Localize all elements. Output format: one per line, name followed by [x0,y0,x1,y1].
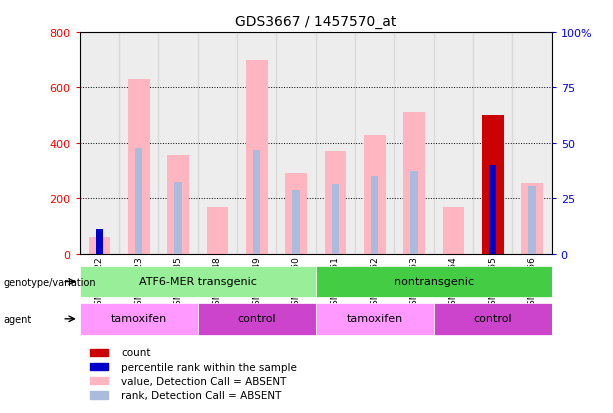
Text: control: control [237,313,276,323]
Bar [285,174,307,254]
Bar [175,182,181,254]
Bar [521,183,543,254]
Bar [482,116,503,254]
Text: agent: agent [3,314,31,324]
Title: GDS3667 / 1457570_at: GDS3667 / 1457570_at [235,15,397,29]
Text: rank, Detection Call = ABSENT: rank, Detection Call = ABSENT [121,390,282,400]
Bar [207,207,228,254]
Bar [88,237,110,254]
Bar [90,391,109,399]
Bar [158,33,198,254]
Text: percentile rank within the sample: percentile rank within the sample [121,362,297,372]
Bar [512,33,552,254]
Bar [316,266,552,298]
Bar [316,33,355,254]
Bar [528,186,536,254]
Bar [237,33,276,254]
Bar [489,166,497,254]
Text: ATF6-MER transgenic: ATF6-MER transgenic [139,276,257,286]
Bar [90,349,109,356]
Text: genotype/variation: genotype/variation [3,277,96,287]
Bar [276,33,316,254]
Bar [96,229,103,254]
Bar [292,190,300,254]
Text: nontransgenic: nontransgenic [394,276,474,286]
Bar [80,303,197,335]
Bar [90,377,109,385]
Bar [119,33,158,254]
Bar [473,33,512,254]
Bar [135,149,142,254]
Bar [411,171,417,254]
Bar [316,303,434,335]
Bar [403,113,425,254]
Text: control: control [473,313,512,323]
Bar [80,33,119,254]
Bar [246,61,267,254]
Bar [364,135,386,254]
Bar [324,152,346,254]
Text: tamoxifen: tamoxifen [346,313,403,323]
Bar [128,80,150,254]
Bar [394,33,434,254]
Text: value, Detection Call = ABSENT: value, Detection Call = ABSENT [121,376,287,386]
Text: count: count [121,348,151,358]
Text: tamoxifen: tamoxifen [110,313,167,323]
Bar [355,33,394,254]
Bar [443,207,464,254]
Bar [197,33,237,254]
Bar [167,156,189,254]
Bar [371,177,378,254]
Bar [434,33,473,254]
Bar [253,150,261,254]
Bar [434,303,552,335]
Bar [197,303,316,335]
Bar [332,185,339,254]
Bar [90,363,109,370]
Bar [80,266,316,298]
